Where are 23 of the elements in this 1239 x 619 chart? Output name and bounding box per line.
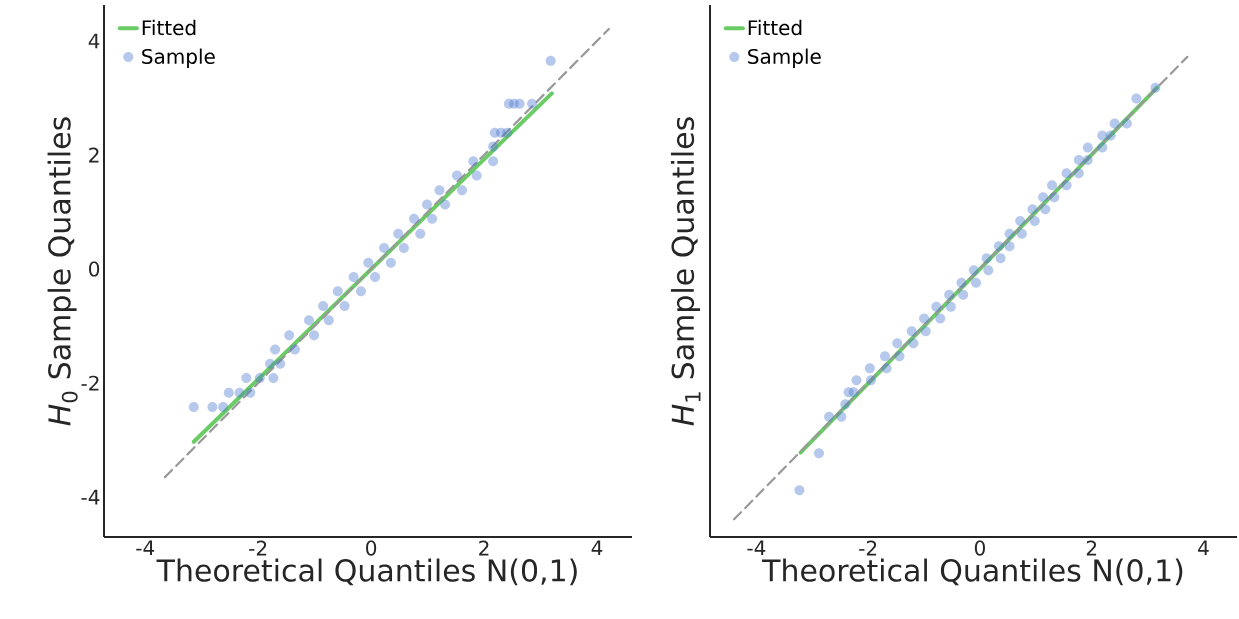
- y-tick-label: -4: [81, 489, 100, 505]
- x-tick-label: 2: [479, 540, 489, 556]
- x-tick-label: 2: [1086, 540, 1097, 556]
- x-tick-label: 0: [366, 540, 377, 556]
- y-tick-label: 2: [89, 147, 99, 163]
- x-tick-label: -4: [747, 540, 766, 556]
- x-tick-label: -2: [249, 540, 267, 556]
- x-tick-label: 4: [591, 540, 603, 556]
- y-axis-title: H$_{0}$ Sample Quantiles: [47, 117, 78, 426]
- y-tick-label: 4: [88, 33, 100, 49]
- y-tick-label: 0: [89, 261, 100, 277]
- x-tick-label: 4: [1198, 540, 1209, 556]
- legend-label: Sample: [748, 48, 821, 68]
- y-axis-title: H$_{1}$ Sample Quantiles: [670, 117, 701, 426]
- x-tick-label: 0: [974, 540, 985, 556]
- legend-label: Fitted: [748, 19, 802, 36]
- legend-label: Fitted: [142, 19, 196, 36]
- x-axis-title: Theoretical Quantiles N(0,1): [762, 558, 1183, 586]
- x-tick-label: -4: [136, 540, 155, 556]
- legend-label: Sample: [142, 48, 215, 68]
- y-tick-label: -2: [81, 375, 99, 391]
- x-tick-label: -2: [859, 540, 877, 556]
- x-axis-title: Theoretical Quantiles N(0,1): [156, 558, 577, 586]
